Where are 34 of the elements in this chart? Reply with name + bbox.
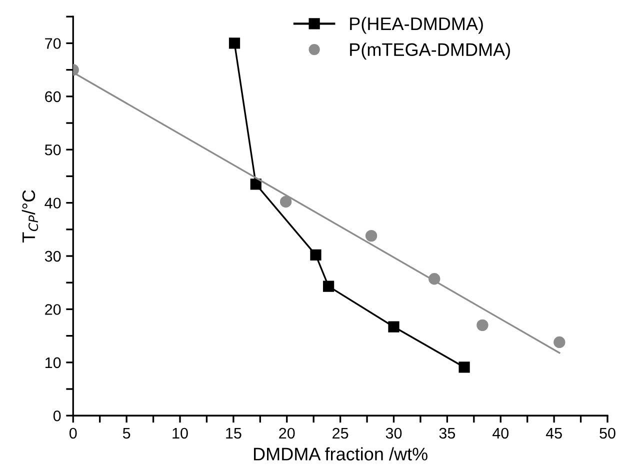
x-tick-label: 35 xyxy=(439,428,456,439)
point xyxy=(554,336,566,348)
x-tick-label: 40 xyxy=(492,428,509,439)
x-axis-title: DMDMA fraction /wt% xyxy=(254,447,428,460)
point xyxy=(428,273,440,285)
x-tick-label: 0 xyxy=(69,428,77,439)
point xyxy=(310,249,322,261)
point xyxy=(228,38,240,49)
y-tick-label: 40 xyxy=(44,198,61,209)
point xyxy=(365,230,378,242)
legend-label: P(HEA-DMDMA) xyxy=(350,16,483,34)
point xyxy=(250,178,262,190)
y-tick-label: 70 xyxy=(45,38,61,49)
y-tick-label: 50 xyxy=(44,144,61,156)
y-tick-label: 30 xyxy=(44,250,61,262)
y-tick-label: 0 xyxy=(53,410,61,422)
x-tick-label: 20 xyxy=(279,428,295,439)
x-tick-label: 45 xyxy=(546,428,562,439)
x-tick-label: 10 xyxy=(172,428,188,439)
x-tick-label: 25 xyxy=(332,428,348,439)
y-tick-label: 60 xyxy=(45,91,61,102)
x-tick-label: 30 xyxy=(386,428,402,439)
x-tick-label: 15 xyxy=(226,428,242,439)
point xyxy=(280,196,292,208)
point xyxy=(323,280,334,292)
y-tick-label: 20 xyxy=(45,304,61,315)
y-tick-label: 10 xyxy=(45,357,61,368)
legend-label: P(mTEGA-DMDMA) xyxy=(350,42,510,60)
point xyxy=(476,319,488,332)
x-tick-label: 5 xyxy=(122,428,130,439)
y-axis-title: T$_{CP}$/°C xyxy=(22,190,38,242)
point xyxy=(458,362,470,373)
point xyxy=(388,321,400,332)
x-tick-label: 50 xyxy=(600,428,616,439)
